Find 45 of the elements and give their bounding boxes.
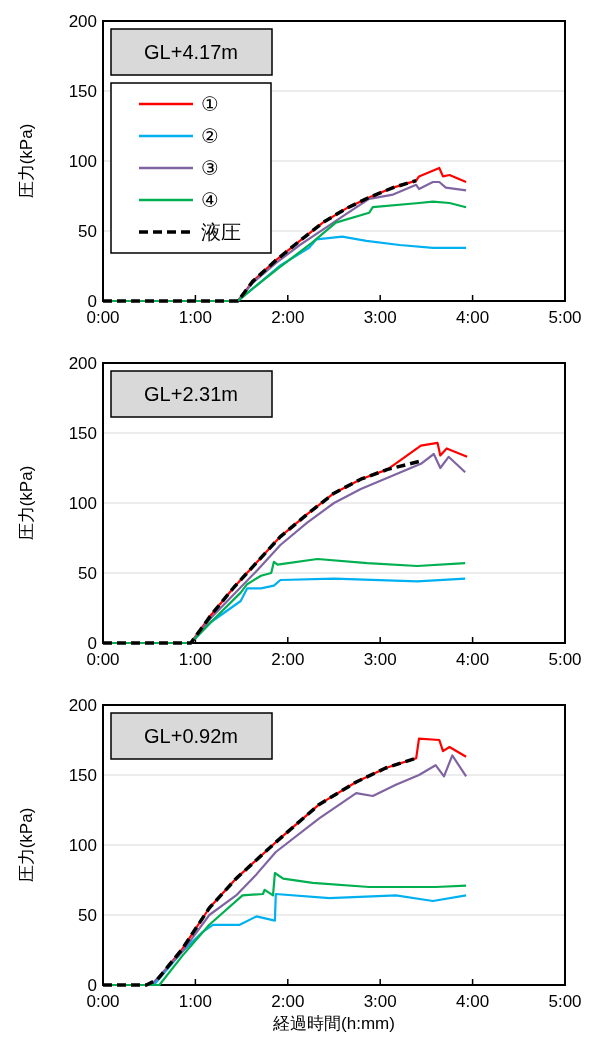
y-tick-label: 0 xyxy=(87,976,97,995)
x-tick-label: 3:00 xyxy=(363,992,397,1011)
x-axis-title: 経過時間(h:mm) xyxy=(272,1014,395,1033)
y-tick-label: 50 xyxy=(78,222,97,241)
x-tick-label: 2:00 xyxy=(271,650,305,669)
x-tick-label: 1:00 xyxy=(178,650,212,669)
annotation: GL+0.92m xyxy=(144,725,238,747)
x-tick-label: 0:00 xyxy=(86,650,120,669)
x-tick-label: 4:00 xyxy=(456,992,490,1011)
y-axis-title: 圧力(kPa) xyxy=(17,807,36,883)
y-tick-label: 200 xyxy=(68,696,97,715)
y-tick-label: 100 xyxy=(68,152,97,171)
y-tick-label: 100 xyxy=(68,494,97,513)
x-tick-label: 3:00 xyxy=(363,308,397,327)
y-tick-label: 50 xyxy=(78,564,97,583)
x-tick-label: 1:00 xyxy=(178,308,212,327)
y-tick-label: 200 xyxy=(68,12,97,31)
legend-label: ② xyxy=(201,125,219,147)
x-tick-label: 4:00 xyxy=(456,308,490,327)
legend-label: ③ xyxy=(201,157,219,179)
y-tick-label: 150 xyxy=(68,424,97,443)
y-tick-label: 0 xyxy=(87,634,97,653)
annotation: GL+2.31m xyxy=(144,383,238,405)
y-axis-title: 圧力(kPa) xyxy=(17,465,36,541)
y-tick-label: 50 xyxy=(78,906,97,925)
x-tick-label: 1:00 xyxy=(178,992,212,1011)
y-tick-label: 150 xyxy=(68,766,97,785)
y-tick-label: 0 xyxy=(87,292,97,311)
y-tick-label: 200 xyxy=(68,354,97,373)
annotation: GL+4.17m xyxy=(144,41,238,63)
x-tick-label: 5:00 xyxy=(548,650,582,669)
legend-label: 液圧 xyxy=(201,221,241,243)
y-axis-title: 圧力(kPa) xyxy=(17,123,36,199)
legend-label: ① xyxy=(201,93,219,115)
y-tick-label: 100 xyxy=(68,836,97,855)
x-tick-label: 3:00 xyxy=(363,650,397,669)
x-tick-label: 0:00 xyxy=(86,992,120,1011)
legend-label: ④ xyxy=(201,189,219,211)
x-tick-label: 4:00 xyxy=(456,650,490,669)
y-tick-label: 150 xyxy=(68,82,97,101)
x-tick-label: 2:00 xyxy=(271,992,305,1011)
x-tick-label: 5:00 xyxy=(548,992,582,1011)
x-tick-label: 5:00 xyxy=(548,308,582,327)
x-tick-label: 0:00 xyxy=(86,308,120,327)
x-tick-label: 2:00 xyxy=(271,308,305,327)
